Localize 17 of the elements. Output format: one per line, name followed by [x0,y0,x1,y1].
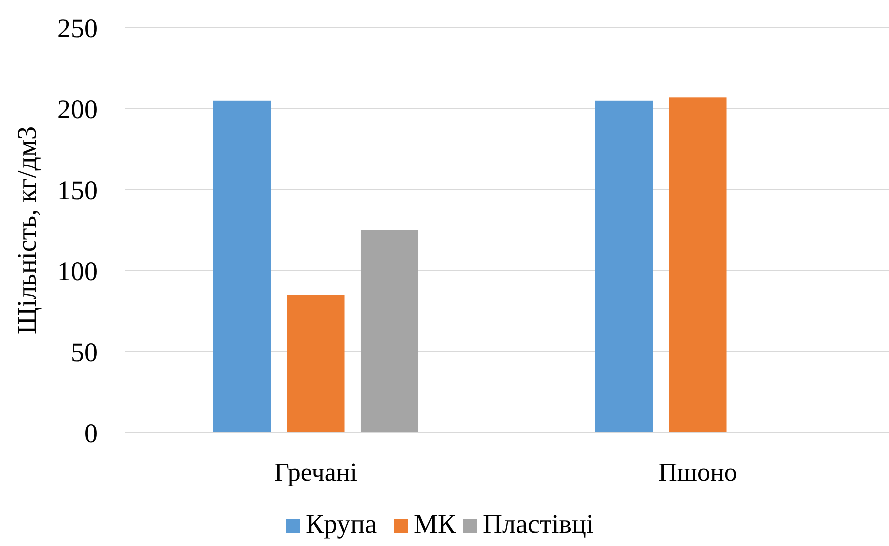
y-tick-label: 50 [71,337,98,368]
legend-label: МК [414,509,458,539]
y-axis-title: Щільність, кг/дм3 [12,126,42,335]
y-tick-label: 250 [58,13,98,44]
bar [360,230,419,433]
bar [287,295,345,433]
legend-label: Крупа [306,509,378,539]
y-tick-label: 200 [58,94,98,124]
y-tick-label: 0 [84,418,98,448]
y-tick-label: 100 [58,256,98,286]
x-tick-label: Пшоно [658,458,738,487]
y-tick-label: 150 [58,175,98,206]
bar [595,100,654,433]
legend-label: Пластівці [483,509,594,539]
bar [213,100,272,433]
x-tick-label: Гречані [274,458,358,487]
bar [669,98,727,433]
